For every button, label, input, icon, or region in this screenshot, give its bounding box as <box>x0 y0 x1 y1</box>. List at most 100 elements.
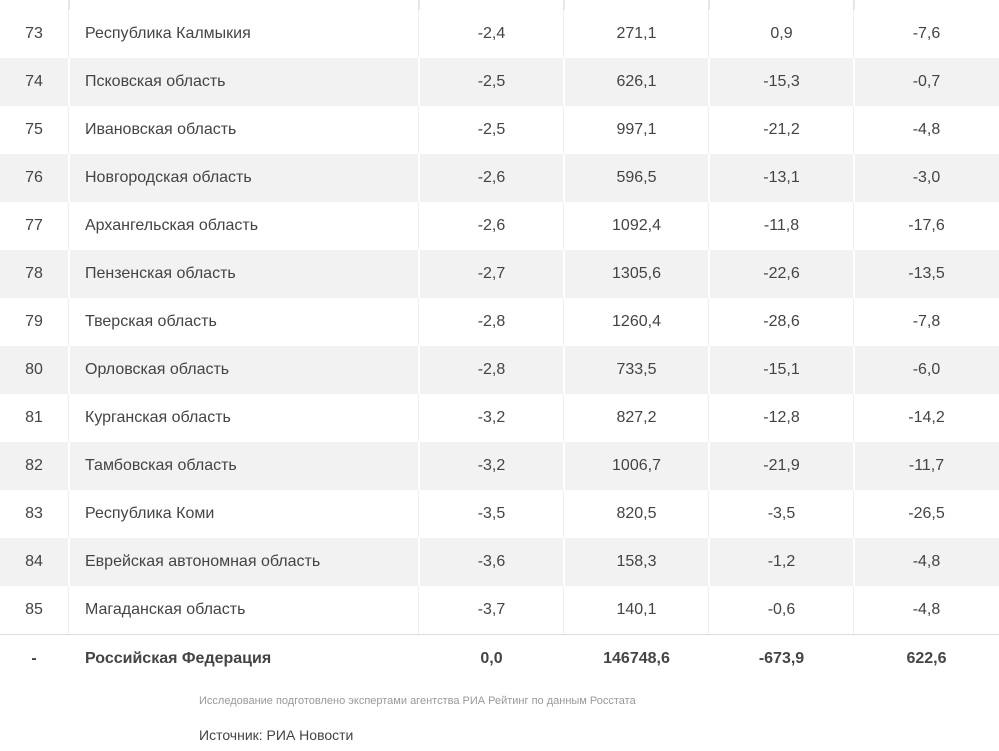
column-divider <box>853 250 855 298</box>
research-note: Исследование подготовлено экспертами аге… <box>199 695 636 707</box>
value-4-cell: -6,0 <box>912 361 941 378</box>
region-cell: Еврейская автономная область <box>85 553 321 570</box>
column-divider <box>563 298 564 346</box>
column-divider <box>708 202 709 250</box>
column-divider <box>853 394 854 442</box>
column-divider <box>853 442 855 490</box>
value-4-cell: -7,6 <box>912 25 941 42</box>
column-divider <box>708 250 710 298</box>
rank-cell: 81 <box>25 409 43 426</box>
region-cell: Орловская область <box>85 361 230 378</box>
column-divider <box>708 298 709 346</box>
column-divider <box>708 490 709 538</box>
column-divider <box>418 586 419 634</box>
value-1-cell: -2,5 <box>477 121 506 138</box>
value-1-cell: -3,6 <box>477 553 506 570</box>
column-divider <box>418 538 420 586</box>
value-4-cell: -13,5 <box>908 265 945 282</box>
table-row: 82 Тамбовская область -3,2 1006,7 -21,9 -11,7 <box>0 442 999 490</box>
table-row: 83 Республика Коми -3,5 820,5 -3,5 -26,5 <box>0 490 999 538</box>
value-3-cell: -28,6 <box>763 313 800 330</box>
column-divider <box>708 58 710 106</box>
value-4-cell: -4,8 <box>912 121 941 138</box>
column-divider <box>418 154 420 202</box>
value-3-cell: -11,8 <box>763 217 800 234</box>
column-divider <box>563 10 564 58</box>
column-divider <box>418 442 420 490</box>
value-3-cell: -12,8 <box>763 409 800 426</box>
column-divider <box>853 10 854 58</box>
table-row: 79 Тверская область -2,8 1260,4 -28,6 -7,8 <box>0 298 999 346</box>
column-divider <box>853 538 855 586</box>
region-cell: Псковская область <box>85 73 226 90</box>
column-divider <box>563 250 565 298</box>
region-cell: Курганская область <box>85 409 231 426</box>
value-3-cell: -22,6 <box>763 265 800 282</box>
rank-cell: 73 <box>25 25 43 42</box>
column-divider <box>708 0 710 10</box>
value-4-cell: -0,7 <box>912 73 941 90</box>
value-1-cell: -2,4 <box>477 25 506 42</box>
rank-cell: 74 <box>25 73 43 90</box>
rank-cell: 75 <box>25 121 43 138</box>
column-divider <box>68 442 70 490</box>
value-1-cell: -2,6 <box>477 217 506 234</box>
column-divider <box>708 106 709 154</box>
region-cell: Тверская область <box>85 313 217 330</box>
value-3-cell: -1,2 <box>767 553 796 570</box>
column-divider <box>853 154 855 202</box>
total-value-3: -673,9 <box>758 650 805 667</box>
value-2-cell: 158,3 <box>616 553 657 570</box>
table-row: 81 Курганская область -3,2 827,2 -12,8 -14,2 <box>0 394 999 442</box>
column-divider <box>68 298 69 346</box>
column-divider <box>563 586 564 634</box>
column-divider <box>68 538 70 586</box>
total-value-4: 622,6 <box>906 650 947 667</box>
table-row: 74 Псковская область -2,5 626,1 -15,3 -0,7 <box>0 58 999 106</box>
column-divider <box>563 346 565 394</box>
value-2-cell: 1305,6 <box>612 265 661 282</box>
column-divider <box>853 586 854 634</box>
value-1-cell: -2,5 <box>477 73 506 90</box>
column-divider <box>418 106 419 154</box>
column-divider <box>853 106 854 154</box>
column-divider <box>563 106 564 154</box>
column-divider <box>418 346 420 394</box>
column-divider <box>853 346 855 394</box>
rank-cell: 83 <box>25 505 43 522</box>
rank-cell: 79 <box>25 313 43 330</box>
value-1-cell: -3,2 <box>477 457 506 474</box>
value-2-cell: 140,1 <box>616 601 657 618</box>
region-cell: Архангельская область <box>85 217 259 234</box>
column-divider <box>68 106 69 154</box>
table-row: 78 Пензенская область -2,7 1305,6 -22,6 -13,5 <box>0 250 999 298</box>
value-4-cell: -14,2 <box>908 409 945 426</box>
value-2-cell: 827,2 <box>616 409 657 426</box>
value-4-cell: -3,0 <box>912 169 941 186</box>
value-3-cell: -21,9 <box>763 457 800 474</box>
column-divider <box>418 58 420 106</box>
value-4-cell: -11,7 <box>908 457 945 474</box>
region-cell: Республика Калмыкия <box>85 25 251 42</box>
column-divider <box>563 394 564 442</box>
value-4-cell: -17,6 <box>908 217 945 234</box>
column-divider <box>68 490 69 538</box>
value-2-cell: 271,1 <box>616 25 657 42</box>
column-divider <box>68 58 70 106</box>
value-3-cell: -15,1 <box>763 361 800 378</box>
table-top-stub <box>0 0 999 10</box>
value-1-cell: -3,2 <box>477 409 506 426</box>
value-3-cell: -3,5 <box>767 505 796 522</box>
column-divider <box>708 442 710 490</box>
column-divider <box>418 0 420 10</box>
column-divider <box>708 154 710 202</box>
value-2-cell: 733,5 <box>616 361 657 378</box>
total-region: Российская Федерация <box>85 650 272 667</box>
value-2-cell: 1006,7 <box>612 457 661 474</box>
table-row: 84 Еврейская автономная область -3,6 158,3 -… <box>0 538 999 586</box>
table-row: 85 Магаданская область -3,7 140,1 -0,6 -4,8 <box>0 586 999 634</box>
value-2-cell: 1092,4 <box>612 217 661 234</box>
value-4-cell: -4,8 <box>912 601 941 618</box>
column-divider <box>68 586 69 634</box>
region-cell: Новгородская область <box>85 169 252 186</box>
